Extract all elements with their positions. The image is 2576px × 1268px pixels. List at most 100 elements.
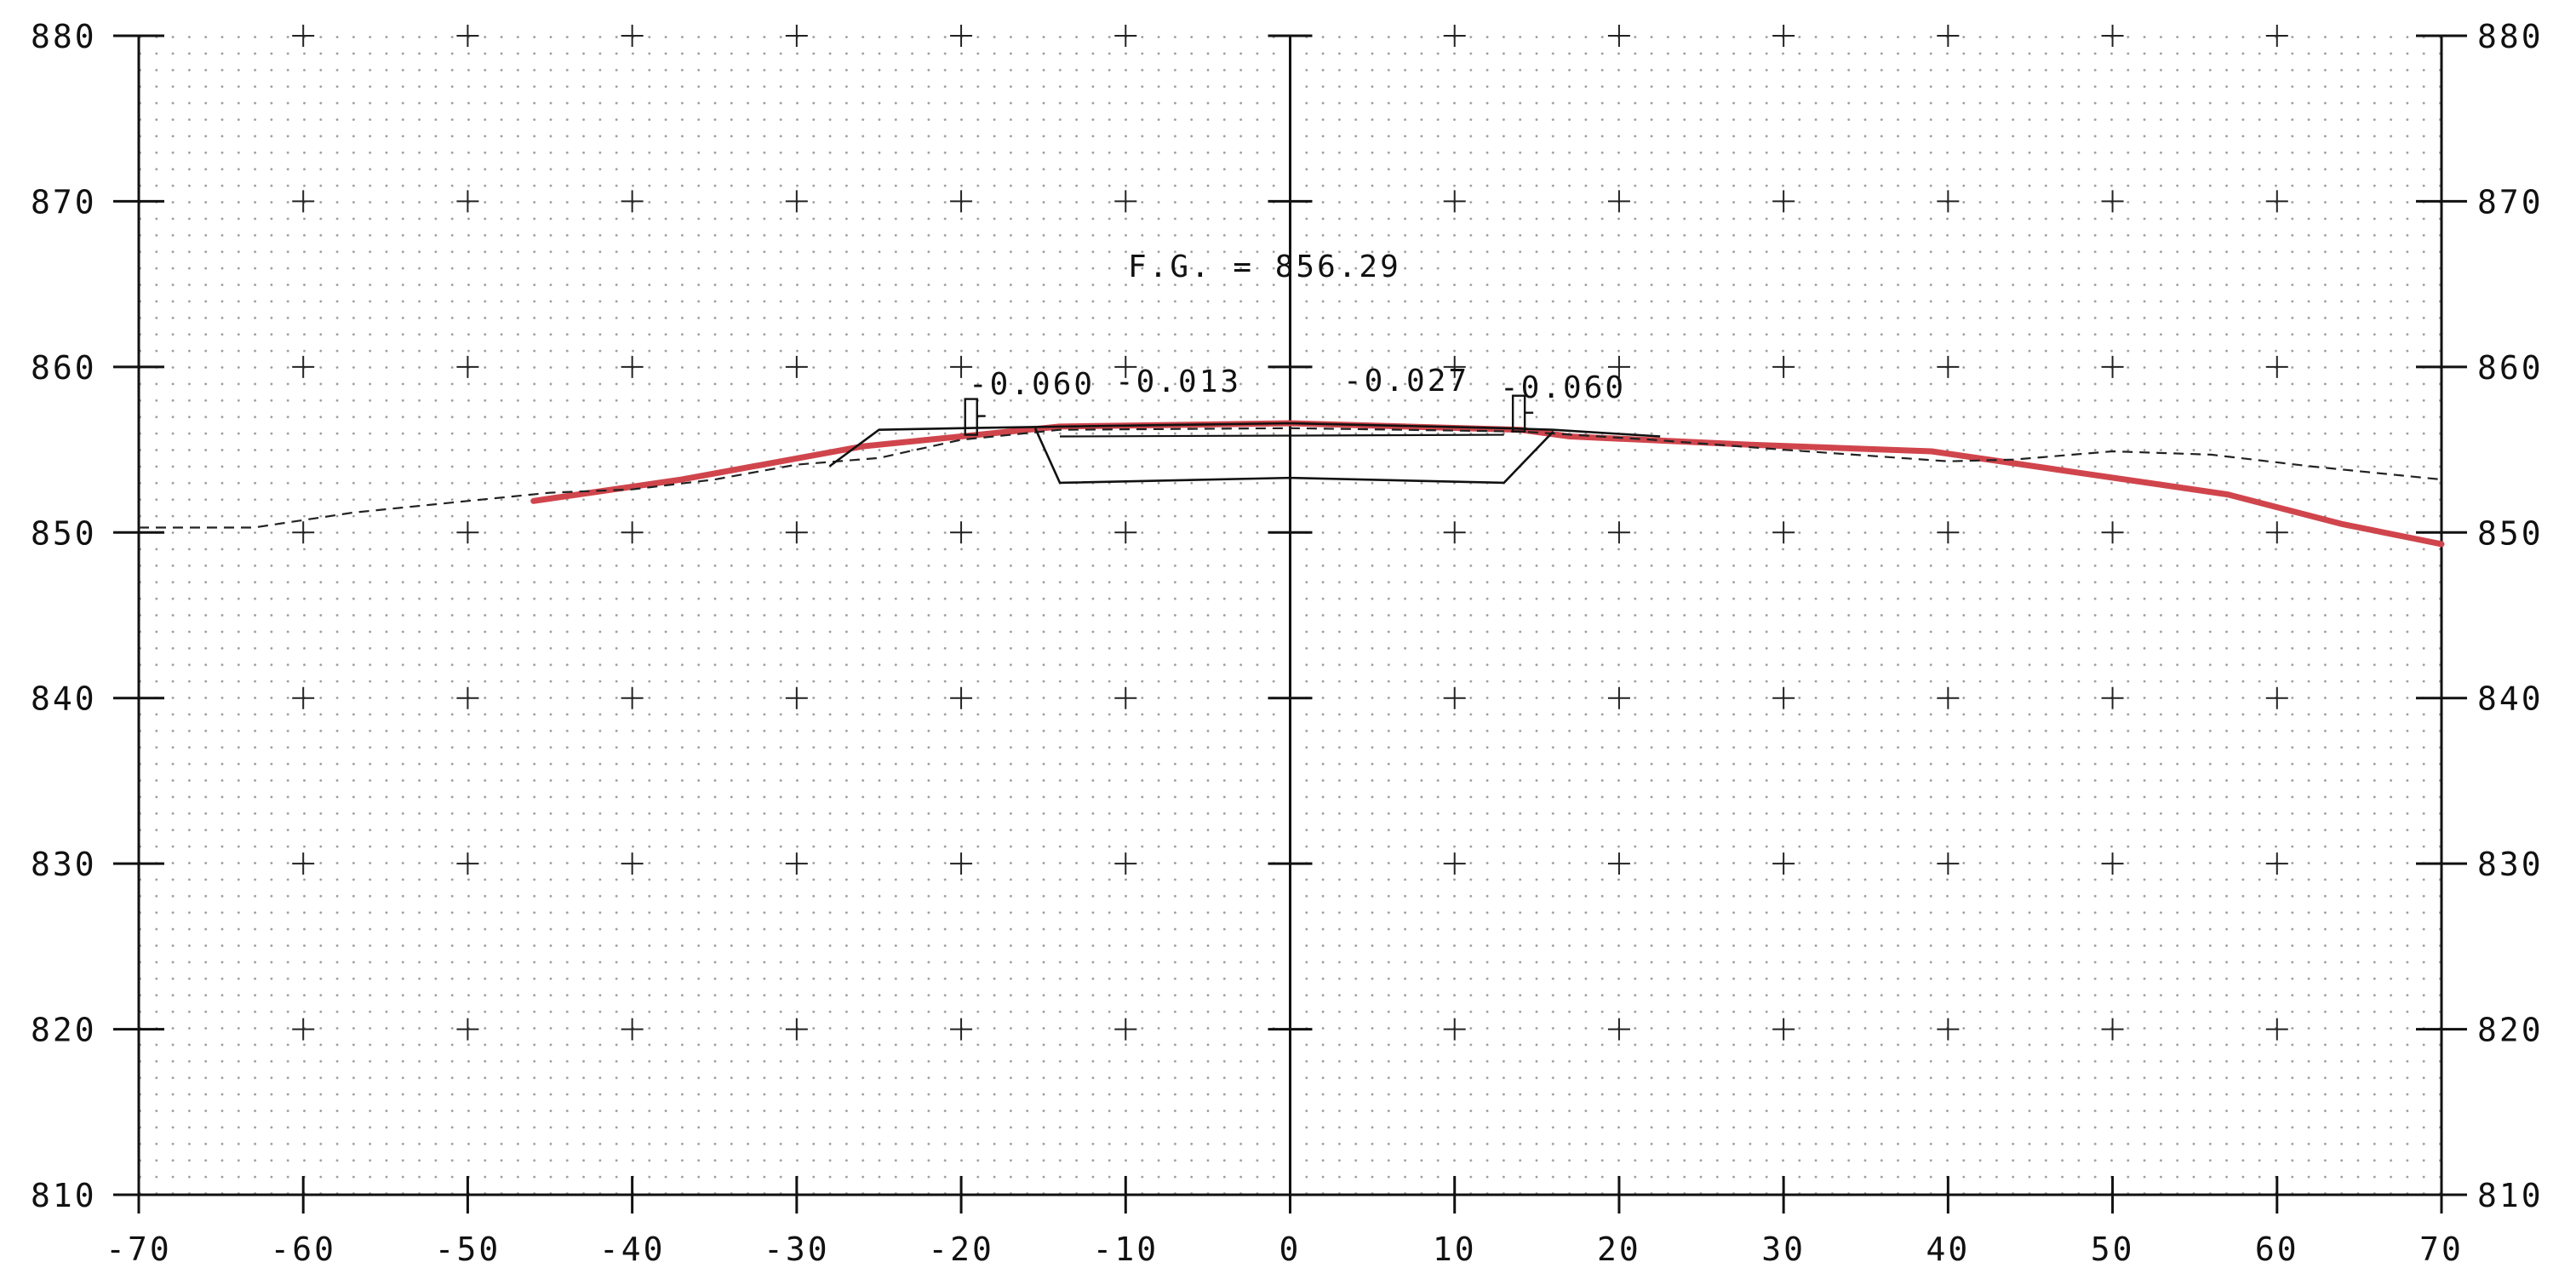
x-tick-label: 10 [1433, 1231, 1477, 1268]
grid-cross-mark [950, 686, 973, 709]
grid-cross-mark [292, 190, 315, 213]
grid-cross-mark [1114, 190, 1137, 213]
y-tick-label-right: 820 [2477, 1012, 2544, 1049]
grid-cross-mark [1772, 25, 1795, 47]
grid-cross-mark [1937, 852, 1960, 875]
grid-cross-mark [1937, 190, 1960, 213]
grid-cross-mark [1937, 1018, 1960, 1041]
y-tick-label-right: 830 [2477, 846, 2544, 883]
grid-cross-mark [1443, 355, 1466, 378]
grid-cross-mark [1607, 355, 1630, 378]
y-tick-label-left: 870 [31, 183, 97, 221]
x-tick-label: 0 [1279, 1231, 1302, 1268]
grid-cross-mark [2101, 852, 2124, 875]
y-tick-label-right: 840 [2477, 680, 2544, 718]
grid-cross-mark [950, 1018, 973, 1041]
grid-cross-mark [2265, 25, 2288, 47]
grid-cross-mark [2265, 686, 2288, 709]
grid-cross-mark [2101, 521, 2124, 544]
grid-cross-mark [1937, 521, 1960, 544]
grid-cross-mark [292, 852, 315, 875]
grid-cross-mark [1607, 1018, 1630, 1041]
grid-cross-mark [1443, 25, 1466, 47]
grid-cross-mark [1937, 686, 1960, 709]
y-tick-label-right: 810 [2477, 1177, 2544, 1214]
grid-cross-mark [292, 521, 315, 544]
grid-cross-mark [1607, 686, 1630, 709]
y-tick-label-right: 860 [2477, 349, 2544, 387]
slope-label-right-inner: -0.027 [1343, 364, 1469, 399]
grid-cross-mark [1772, 190, 1795, 213]
x-tick-label: 60 [2255, 1231, 2299, 1268]
grid-cross-mark [1443, 521, 1466, 544]
grid-cross-mark [456, 25, 479, 47]
grid-cross-mark [1114, 852, 1137, 875]
y-tick-label-right: 870 [2477, 183, 2544, 221]
grid-cross-mark [1937, 25, 1960, 47]
x-tick-label: -50 [435, 1231, 501, 1268]
grid-cross-mark [621, 521, 644, 544]
y-tick-label-left: 830 [31, 846, 97, 883]
y-tick-label-left: 840 [31, 680, 97, 718]
grid-cross-mark [2101, 686, 2124, 709]
x-tick-label: -30 [764, 1231, 830, 1268]
y-tick-label-left: 860 [31, 349, 97, 387]
grid-cross-mark [456, 852, 479, 875]
existing-ground-line [139, 427, 2442, 529]
grid-cross-mark [621, 686, 644, 709]
slope-label-left-inner: -0.013 [1115, 364, 1241, 399]
x-tick-label: 40 [1926, 1231, 1970, 1268]
grid-cross-mark [1443, 190, 1466, 213]
grid-cross-mark [1772, 1018, 1795, 1041]
grid-cross-mark [292, 1018, 315, 1041]
grid-cross-mark [785, 686, 808, 709]
grid-cross-mark [621, 190, 644, 213]
grid-cross-mark [292, 355, 315, 378]
grid-cross-mark [621, 852, 644, 875]
grid-cross-mark [1443, 1018, 1466, 1041]
slope-label-right-outer: -0.060 [1500, 370, 1626, 405]
grid-cross-mark [1607, 190, 1630, 213]
grid-cross-mark [950, 355, 973, 378]
grid-cross-mark [2101, 1018, 2124, 1041]
tick-labels: 810 810 820 820 830 830 840 840 850 850 860 860 870 8… [31, 18, 2544, 1268]
grid-cross-mark [1772, 852, 1795, 875]
grid-cross-mark [1443, 852, 1466, 875]
grid-cross-mark [2265, 1018, 2288, 1041]
finished-grade-annotation: F.G. = 856.29 [1128, 250, 1401, 284]
grid-cross-mark [785, 1018, 808, 1041]
y-tick-label-left: 820 [31, 1012, 97, 1049]
grid-cross-mark [950, 25, 973, 47]
grid-cross-mark [1772, 686, 1795, 709]
grid-cross-mark [785, 852, 808, 875]
grid-cross-mark [1114, 521, 1137, 544]
grid-cross-mark [621, 1018, 644, 1041]
y-tick-label-left: 880 [31, 18, 97, 55]
grid-cross-mark [785, 190, 808, 213]
axes [113, 34, 2467, 1213]
slope-label-left-outer: -0.060 [969, 367, 1095, 402]
grid-cross-mark [1772, 355, 1795, 378]
series-layer [139, 420, 2445, 548]
grid-cross-mark [1607, 25, 1630, 47]
grid-cross-mark [621, 355, 644, 378]
grid-cross-mark [456, 190, 479, 213]
section-subgrade-line [1033, 427, 1554, 485]
y-tick-label-left: 850 [31, 514, 97, 552]
x-tick-label: -60 [270, 1231, 336, 1268]
grid-cross-mark [1772, 521, 1795, 544]
grid-cross-mark [785, 521, 808, 544]
grid-cross-mark [2101, 190, 2124, 213]
grid-cross-mark [621, 25, 644, 47]
y-tick-label-left: 810 [31, 1177, 97, 1214]
x-tick-label: -70 [106, 1231, 172, 1268]
grid-cross-mark [1607, 852, 1630, 875]
grid-cross-mark [1443, 686, 1466, 709]
grid-cross-mark [456, 521, 479, 544]
grid-cross-mark [950, 852, 973, 875]
curb-markers [964, 394, 1534, 436]
x-tick-label: -20 [928, 1231, 994, 1268]
grid-cross-mark [785, 25, 808, 47]
grid-cross-mark [1607, 521, 1630, 544]
grid-cross-mark [456, 1018, 479, 1041]
